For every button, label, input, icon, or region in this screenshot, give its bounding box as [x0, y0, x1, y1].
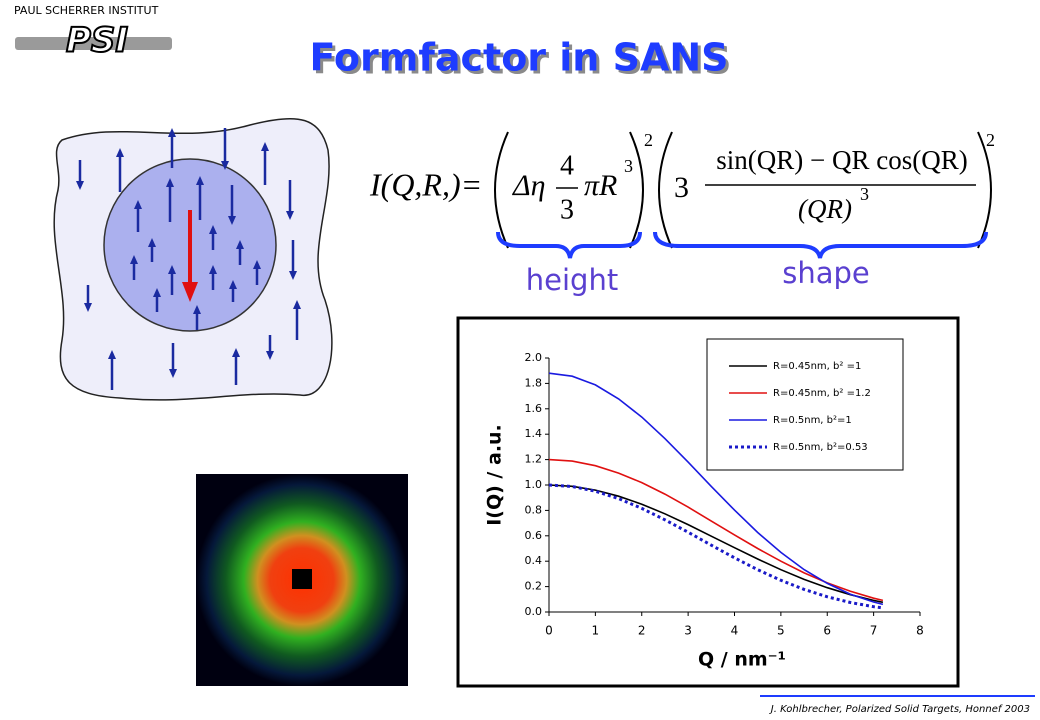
y-tick-label: 0.6: [525, 529, 543, 542]
series-line: [548, 372, 884, 606]
spin-head: [153, 288, 161, 297]
spin-head: [261, 142, 269, 151]
formula-num2: sin(QR) − QR cos(QR): [716, 145, 967, 175]
y-tick-label: 0.0: [525, 605, 543, 618]
paren: [629, 131, 644, 249]
spin-head: [130, 255, 138, 264]
x-tick-label: 1: [592, 624, 600, 638]
spin-head: [293, 300, 301, 309]
legend-label: R=0.5nm, b²=1: [773, 415, 852, 426]
x-tick-label: 8: [916, 624, 924, 638]
spin-head: [134, 200, 142, 209]
legend-label: R=0.45nm, b² =1.2: [773, 388, 871, 399]
spin-head: [209, 265, 217, 274]
formula-square: 2: [986, 130, 995, 150]
x-axis-label: Q / nm⁻¹: [698, 649, 786, 671]
formula-den: 3: [560, 194, 574, 225]
formula-num: 4: [560, 150, 574, 181]
spin-head: [169, 369, 177, 378]
series-line: [548, 458, 884, 602]
spins: [76, 128, 301, 390]
net-moment-head: [182, 282, 198, 302]
legend-label: R=0.45nm, b² =1: [773, 361, 861, 372]
institute: PAUL SCHERRER INSTITUT: [14, 4, 159, 17]
y-tick-label: 0.4: [525, 554, 543, 567]
logo: PSI: [66, 21, 128, 61]
spin-head: [209, 225, 217, 234]
brace: [496, 231, 642, 259]
height-label: height: [526, 263, 618, 297]
series-line: [548, 483, 884, 610]
y-tick-label: 0.2: [525, 580, 543, 593]
formula-square: 2: [644, 130, 653, 150]
y-tick-label: 1.6: [525, 402, 543, 415]
paren: [658, 131, 673, 249]
spin-head: [148, 238, 156, 247]
spin-head: [236, 240, 244, 249]
spin-head: [76, 181, 84, 190]
spin-head: [168, 265, 176, 274]
spin-head: [166, 178, 174, 187]
formula-den2: (QR): [798, 194, 852, 224]
brace: [653, 231, 988, 259]
y-tick-label: 1.2: [525, 453, 543, 466]
chart: 0.0 0.2 0.4 0.6 0.8 1.0 1.2 1.4 1.6 1.8 2.0 0 1 2 3 4 5 6…: [484, 338, 924, 671]
x-tick-label: 0: [545, 624, 553, 638]
formula-pr: πR: [584, 169, 617, 202]
spin-head: [228, 216, 236, 225]
shape-label: shape: [782, 256, 870, 290]
logo-bar: [15, 37, 172, 50]
y-tick-label: 1.0: [525, 478, 543, 491]
x-tick-label: 3: [684, 624, 692, 638]
spin-head: [221, 161, 229, 170]
y-tick-label: 1.4: [525, 427, 543, 440]
spin-head: [266, 351, 274, 360]
title: Formfactor in SANS: [309, 36, 728, 80]
spin-head: [193, 305, 201, 314]
beamstop: [292, 569, 312, 589]
x-tick-label: 2: [638, 624, 646, 638]
x-tick-label: 5: [777, 624, 785, 638]
paren: [494, 131, 509, 249]
x-tick-label: 6: [823, 624, 831, 638]
formula-cube: 3: [860, 184, 869, 204]
spin-head: [229, 280, 237, 289]
formula-eta: Δη: [512, 169, 546, 202]
legend-label: R=0.5nm, b²=0.53: [773, 442, 868, 453]
spin-head: [232, 348, 240, 357]
title-shadow: Formfactor in SANS: [312, 39, 731, 83]
spin-head: [168, 128, 176, 137]
paren: [977, 131, 992, 249]
series-line: [548, 484, 884, 604]
y-tick-label: 0.8: [525, 503, 543, 516]
x-tick-label: 4: [731, 624, 739, 638]
y-axis-label: I(Q) / a.u.: [484, 424, 506, 526]
spin-head: [84, 303, 92, 312]
y-tick-label: 1.8: [525, 376, 543, 389]
x-tick-label: 7: [870, 624, 878, 638]
spin-head: [196, 176, 204, 185]
legend-box: [706, 338, 904, 471]
y-tick-label: 2.0: [525, 351, 543, 364]
spin-head: [289, 271, 297, 280]
spin-head: [286, 211, 294, 220]
spin-head: [116, 148, 124, 157]
formula-three: 3: [674, 171, 689, 204]
formula-lhs: I(Q,R,)=: [369, 166, 482, 202]
spin-head: [253, 260, 261, 269]
footer: J. Kohlbrecher, Polarized Solid Targets,…: [769, 704, 1030, 715]
formula-cube: 3: [624, 156, 633, 176]
formula: I(Q,R,)= Δη 4 3 πR 3 2 3 sin(QR) − QR co…: [369, 130, 995, 249]
spin-head: [108, 350, 116, 359]
